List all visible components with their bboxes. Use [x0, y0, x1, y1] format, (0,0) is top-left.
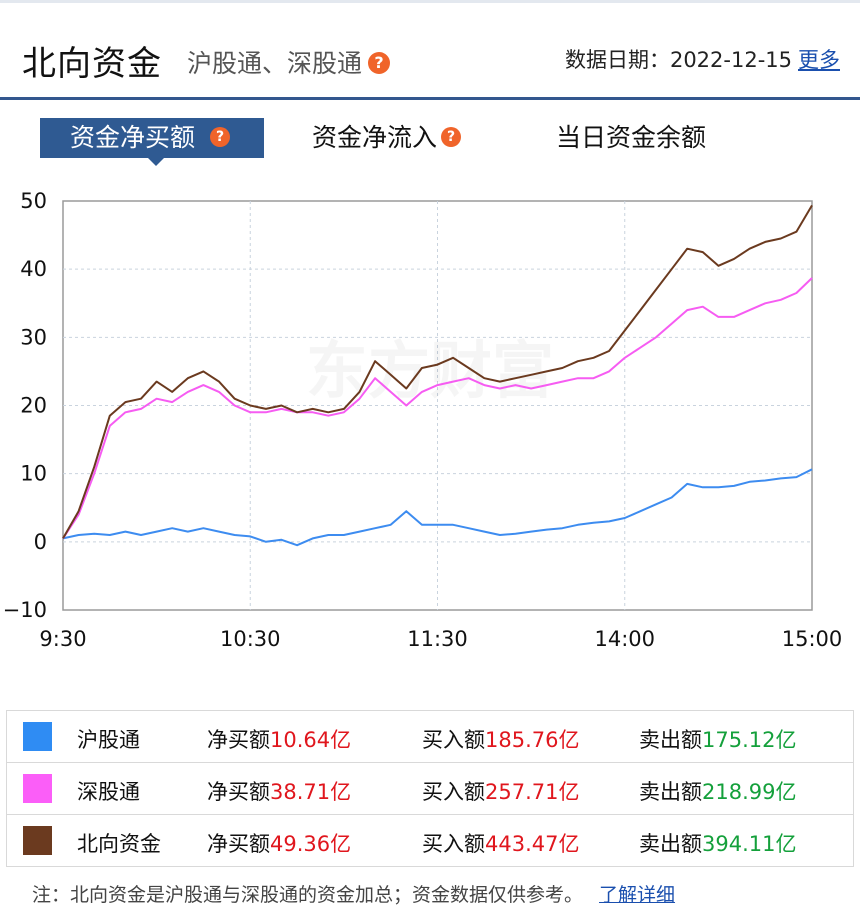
tab-daily-balance-label: 当日资金余额	[556, 123, 707, 152]
sell-label: 卖出额	[639, 728, 702, 752]
sell-cell: 卖出额218.99亿	[639, 776, 796, 806]
legend-row-sh: 沪股通 净买额10.64亿 买入额185.76亿 卖出额175.12亿	[7, 711, 853, 763]
active-tab-caret	[148, 158, 164, 166]
y-tick-label: −10	[3, 598, 47, 622]
sell-value: 175.12亿	[702, 728, 797, 752]
subtitle-text: 沪股通、深股通	[187, 49, 363, 78]
page-title: 北向资金	[22, 44, 162, 84]
tab-net-inflow[interactable]: 资金净流入?	[312, 118, 462, 158]
legend-table: 沪股通 净买额10.64亿 买入额185.76亿 卖出额175.12亿 深股通 …	[6, 710, 854, 867]
series-line	[62, 468, 813, 547]
sell-cell: 卖出额175.12亿	[639, 724, 796, 754]
sell-label: 卖出额	[639, 832, 702, 856]
net-label: 净买额	[207, 728, 270, 752]
legend-swatch	[23, 774, 52, 803]
data-date: 数据日期：2022-12-15 更多	[565, 44, 840, 74]
y-tick-label: 30	[20, 325, 47, 349]
y-tick-label: 50	[20, 189, 47, 213]
net-buy-cell: 净买额10.64亿	[207, 724, 351, 754]
buy-value: 185.76亿	[485, 728, 580, 752]
buy-cell: 买入额185.76亿	[422, 724, 579, 754]
legend-name: 沪股通	[77, 728, 140, 752]
question-mark-icon[interactable]: ?	[368, 52, 391, 74]
net-value: 38.71亿	[270, 780, 352, 804]
chart-lines	[62, 204, 813, 547]
header-divider	[0, 97, 860, 100]
net-label: 净买额	[207, 780, 270, 804]
net-value: 49.36亿	[270, 832, 352, 856]
sell-label: 卖出额	[639, 780, 702, 804]
date-value: 2022-12-15	[669, 48, 792, 72]
y-axis-labels: −10 0 10 20 30 40 50	[3, 189, 47, 622]
tab-net-buy-label: 资金净买额	[70, 123, 196, 152]
legend-name: 深股通	[77, 780, 140, 804]
footnote: 注：北向资金是沪股通与深股通的资金加总；资金数据仅供参考。 了解详细	[32, 880, 675, 907]
more-link[interactable]: 更多	[798, 48, 840, 72]
question-mark-icon[interactable]: ?	[441, 127, 462, 147]
net-label: 净买额	[207, 832, 270, 856]
date-label: 数据日期：	[564, 48, 670, 72]
footnote-text: 注：北向资金是沪股通与深股通的资金加总；资金数据仅供参考。	[32, 884, 584, 906]
y-tick-label: 0	[34, 530, 47, 554]
buy-value: 443.47亿	[485, 832, 580, 856]
y-tick-label: 10	[20, 462, 47, 486]
watermark: 东方财富	[306, 334, 554, 407]
sell-value: 218.99亿	[702, 780, 797, 804]
legend-swatch	[23, 722, 52, 751]
net-value: 10.64亿	[270, 728, 352, 752]
tab-bar: 资金净买额 ? 资金净流入? 当日资金余额	[0, 118, 860, 166]
header: 北向资金 沪股通、深股通? 数据日期：2022-12-15 更多	[0, 0, 860, 100]
legend-row-north: 北向资金 净买额49.36亿 买入额443.47亿 卖出额394.11亿	[7, 815, 853, 866]
buy-label: 买入额	[422, 728, 485, 752]
top-border	[0, 0, 860, 3]
tab-net-buy[interactable]: 资金净买额 ?	[40, 118, 264, 166]
x-tick-label: 10:30	[220, 627, 281, 651]
x-tick-label: 14:00	[594, 627, 655, 651]
buy-label: 买入额	[422, 780, 485, 804]
buy-value: 257.71亿	[485, 780, 580, 804]
tab-net-inflow-label: 资金净流入	[312, 123, 438, 152]
y-tick-label: 40	[20, 257, 47, 281]
net-buy-cell: 净买额38.71亿	[207, 776, 351, 806]
series-line	[62, 277, 813, 539]
sell-cell: 卖出额394.11亿	[639, 828, 796, 858]
buy-cell: 买入额257.71亿	[422, 776, 579, 806]
x-tick-label: 15:00	[782, 627, 843, 651]
sell-value: 394.11亿	[702, 832, 797, 856]
buy-cell: 买入额443.47亿	[422, 828, 579, 858]
page-subtitle: 沪股通、深股通?	[187, 44, 391, 80]
legend-row-sz: 深股通 净买额38.71亿 买入额257.71亿 卖出额218.99亿	[7, 763, 853, 815]
x-axis-labels: 9:30 10:30 11:30 14:00 15:00	[39, 627, 842, 651]
y-tick-label: 20	[20, 394, 47, 418]
x-tick-label: 9:30	[39, 627, 86, 651]
series-line	[62, 204, 813, 539]
question-mark-icon[interactable]: ?	[210, 127, 230, 147]
legend-swatch	[23, 826, 52, 855]
learn-more-link[interactable]: 了解详细	[599, 884, 676, 906]
legend-name: 北向资金	[77, 832, 161, 856]
net-buy-cell: 净买额49.36亿	[207, 828, 351, 858]
tab-daily-balance[interactable]: 当日资金余额	[556, 118, 706, 158]
buy-label: 买入额	[422, 832, 485, 856]
x-tick-label: 11:30	[407, 627, 468, 651]
net-buy-chart: 东方财富 −10 0 10 20 30 40 50 9:30 10:30 11:30 14:00 1…	[3, 189, 843, 651]
